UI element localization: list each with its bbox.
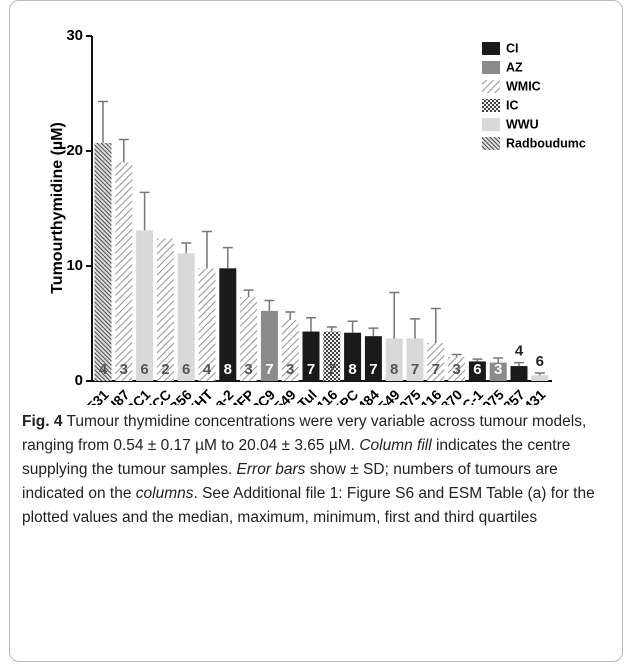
error-bar xyxy=(514,361,524,367)
legend-label: WMIC xyxy=(506,79,541,93)
error-bar xyxy=(264,299,275,311)
bar xyxy=(510,366,528,381)
bar xyxy=(177,253,195,381)
bar xyxy=(344,332,362,381)
bar xyxy=(198,268,216,381)
bar xyxy=(489,362,507,381)
error-bar xyxy=(347,320,358,333)
y-axis-label: Tumourthymidine (µM) xyxy=(49,122,66,294)
bar xyxy=(427,343,445,381)
bar xyxy=(364,336,382,381)
bar xyxy=(219,268,237,381)
error-bar xyxy=(202,230,212,269)
count-label: 6 xyxy=(182,361,190,378)
legend-label: Radboudumc xyxy=(506,136,586,150)
bar xyxy=(281,320,299,381)
legend-swatch xyxy=(482,61,500,74)
legend-swatch xyxy=(482,80,500,93)
caption-text: Tumour thymidine concentrations were ver… xyxy=(22,413,587,454)
count-label: 4 xyxy=(99,361,108,378)
caption-text: . See Additional file 1: Figure S6 and E… xyxy=(22,485,595,526)
legend-label: CI xyxy=(506,41,519,55)
error-bar xyxy=(222,246,233,269)
legend-label: AZ xyxy=(506,60,523,74)
chart: Tumourthymidine (µM) 0102030CC531U87EBC1… xyxy=(49,27,586,405)
count-label: 3 xyxy=(452,361,460,378)
error-bar xyxy=(368,327,379,337)
error-bar xyxy=(98,100,108,143)
count-label: 2 xyxy=(161,361,169,378)
caption-text: columns xyxy=(135,485,194,502)
caption-text: Column fill xyxy=(359,437,432,454)
count-label: 4 xyxy=(203,361,212,378)
error-bar xyxy=(326,326,337,332)
legend-label: WWU xyxy=(506,117,539,131)
error-bar xyxy=(410,318,420,339)
bar xyxy=(468,361,486,381)
bar xyxy=(531,375,549,381)
y-tick-label: 30 xyxy=(66,27,83,44)
count-label: 3 xyxy=(286,361,294,378)
bar xyxy=(323,331,341,381)
caption-text: Error bars xyxy=(236,461,306,478)
count-label: 7 xyxy=(265,361,273,378)
legend-swatch xyxy=(482,118,500,131)
error-bar xyxy=(493,357,504,363)
error-bar xyxy=(451,353,462,357)
count-label: 7 xyxy=(432,361,440,378)
error-bar xyxy=(181,242,192,254)
legend-swatch xyxy=(482,42,500,55)
error-bar xyxy=(118,138,129,163)
count-label: 7 xyxy=(307,361,315,378)
bar xyxy=(115,162,133,381)
y-tick-label: 10 xyxy=(66,257,83,274)
figure-frame xyxy=(9,0,623,662)
count-label: 4 xyxy=(515,343,524,360)
bar xyxy=(240,297,258,381)
count-label: 3 xyxy=(120,361,128,378)
caption-text: show ± SD; numbers of tumours are indica… xyxy=(22,461,558,502)
error-bar xyxy=(139,191,150,231)
bar xyxy=(406,338,424,381)
count-label: 8 xyxy=(224,361,232,378)
count-label: 7 xyxy=(411,361,419,378)
count-label: 7 xyxy=(369,361,377,378)
count-label: 6 xyxy=(140,361,148,378)
caption: Fig. 4 Tumour thymidine concentrations w… xyxy=(22,410,614,530)
error-bar xyxy=(534,372,545,376)
error-bar xyxy=(389,291,400,339)
y-tick-label: 20 xyxy=(66,142,83,159)
count-label: 6 xyxy=(536,353,544,370)
caption-label: Fig. 4 xyxy=(22,413,63,430)
count-label: 6 xyxy=(473,361,481,378)
count-label: 8 xyxy=(348,361,356,378)
count-label: 3 xyxy=(244,361,252,378)
error-bar xyxy=(430,307,441,344)
count-label: 8 xyxy=(390,361,398,378)
bar xyxy=(136,230,154,381)
bar xyxy=(385,338,403,381)
count-label: 3 xyxy=(494,361,502,378)
legend-swatch xyxy=(482,137,500,150)
legend-swatch xyxy=(482,99,500,112)
bar xyxy=(94,142,112,381)
error-bar xyxy=(306,317,316,332)
error-bar xyxy=(243,289,254,298)
count-label: 7 xyxy=(328,361,336,378)
caption-text: indicates the centre supplying the tumou… xyxy=(22,437,571,478)
error-bar xyxy=(285,311,296,321)
bar xyxy=(302,331,320,381)
error-bar xyxy=(472,358,483,362)
bar xyxy=(156,238,174,381)
bar xyxy=(448,356,466,381)
legend-label: IC xyxy=(506,98,519,112)
y-tick-label: 0 xyxy=(75,372,83,389)
bar xyxy=(260,310,278,381)
